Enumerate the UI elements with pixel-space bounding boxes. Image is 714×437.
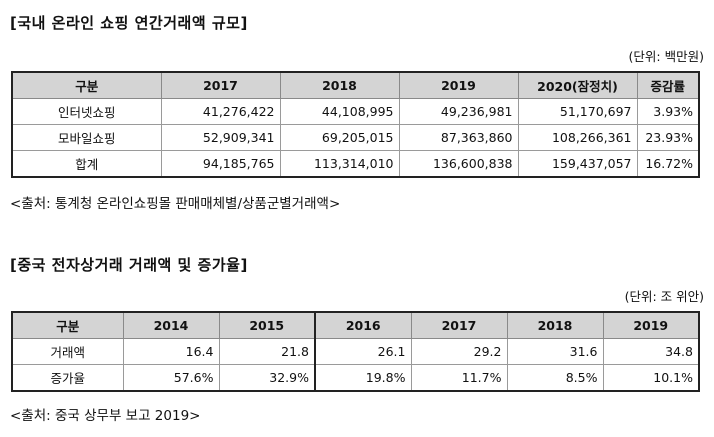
table-row: 합계 94,185,765 113,314,010 136,600,838 15… (11, 150, 700, 178)
domestic-online-shopping-table: 구분 2017 2018 2019 2020(잠정치) 증감률 인터넷쇼핑 41… (11, 71, 700, 178)
table-cell: 3.93% (636, 98, 700, 125)
header-2015: 2015 (218, 311, 316, 339)
table-cell: 10.1% (602, 364, 700, 392)
header-2019: 2019 (398, 71, 519, 99)
section1-unit: (단위: 백만원) (628, 49, 704, 64)
section1-title: [국내 온라인 쇼핑 연간거래액 규모] (10, 14, 248, 32)
table-cell: 108,266,361 (517, 124, 638, 151)
header-2018: 2018 (506, 311, 604, 339)
row-label: 거래액 (11, 338, 124, 365)
table-cell: 49,236,981 (398, 98, 519, 125)
table-cell: 159,437,057 (517, 150, 638, 178)
header-2019: 2019 (602, 311, 700, 339)
table-cell: 44,108,995 (279, 98, 400, 125)
header-2018: 2018 (279, 71, 400, 99)
table-row: 증가율 57.6% 32.9% 19.8% 11.7% 8.5% 10.1% (11, 364, 700, 392)
section2-source: <출처: 중국 상무부 보고 2019> (10, 408, 201, 424)
header-change-rate: 증감률 (636, 71, 700, 99)
table-cell: 57.6% (122, 364, 220, 392)
table-row: 거래액 16.4 21.8 26.1 29.2 31.6 34.8 (11, 338, 700, 365)
table-cell: 113,314,010 (279, 150, 400, 178)
table-cell: 87,363,860 (398, 124, 519, 151)
section1-source: <출처: 통계청 온라인쇼핑몰 판매매체별/상품군별거래액> (10, 196, 341, 212)
table-cell: 21.8 (218, 338, 316, 365)
table-cell: 94,185,765 (160, 150, 281, 178)
table-header-row: 구분 2014 2015 2016 2017 2018 2019 (11, 311, 700, 339)
row-label: 증가율 (11, 364, 124, 392)
header-category: 구분 (11, 71, 162, 99)
header-2016: 2016 (314, 311, 412, 339)
row-label: 합계 (11, 150, 162, 178)
table-cell: 136,600,838 (398, 150, 519, 178)
table-cell: 23.93% (636, 124, 700, 151)
table-cell: 31.6 (506, 338, 604, 365)
table-cell: 29.2 (410, 338, 508, 365)
table-cell: 26.1 (314, 338, 412, 365)
table-cell: 52,909,341 (160, 124, 281, 151)
table-row: 인터넷쇼핑 41,276,422 44,108,995 49,236,981 5… (11, 98, 700, 125)
table-cell: 16.4 (122, 338, 220, 365)
table-cell: 19.8% (314, 364, 412, 392)
table-cell: 32.9% (218, 364, 316, 392)
table-header-row: 구분 2017 2018 2019 2020(잠정치) 증감률 (11, 71, 700, 99)
header-2017: 2017 (410, 311, 508, 339)
header-2017: 2017 (160, 71, 281, 99)
table-cell: 16.72% (636, 150, 700, 178)
row-label: 인터넷쇼핑 (11, 98, 162, 125)
table-cell: 34.8 (602, 338, 700, 365)
section2-title: [중국 전자상거래 거래액 및 증가율] (10, 256, 248, 274)
table-cell: 51,170,697 (517, 98, 638, 125)
table-cell: 8.5% (506, 364, 604, 392)
table-row: 모바일쇼핑 52,909,341 69,205,015 87,363,860 1… (11, 124, 700, 151)
table-cell: 69,205,015 (279, 124, 400, 151)
section2-unit: (단위: 조 위안) (624, 289, 704, 304)
table-cell: 41,276,422 (160, 98, 281, 125)
table-cell: 11.7% (410, 364, 508, 392)
header-2014: 2014 (122, 311, 220, 339)
header-2020: 2020(잠정치) (517, 71, 638, 99)
row-label: 모바일쇼핑 (11, 124, 162, 151)
header-category: 구분 (11, 311, 124, 339)
china-ecommerce-table: 구분 2014 2015 2016 2017 2018 2019 거래액 16.… (11, 311, 700, 392)
